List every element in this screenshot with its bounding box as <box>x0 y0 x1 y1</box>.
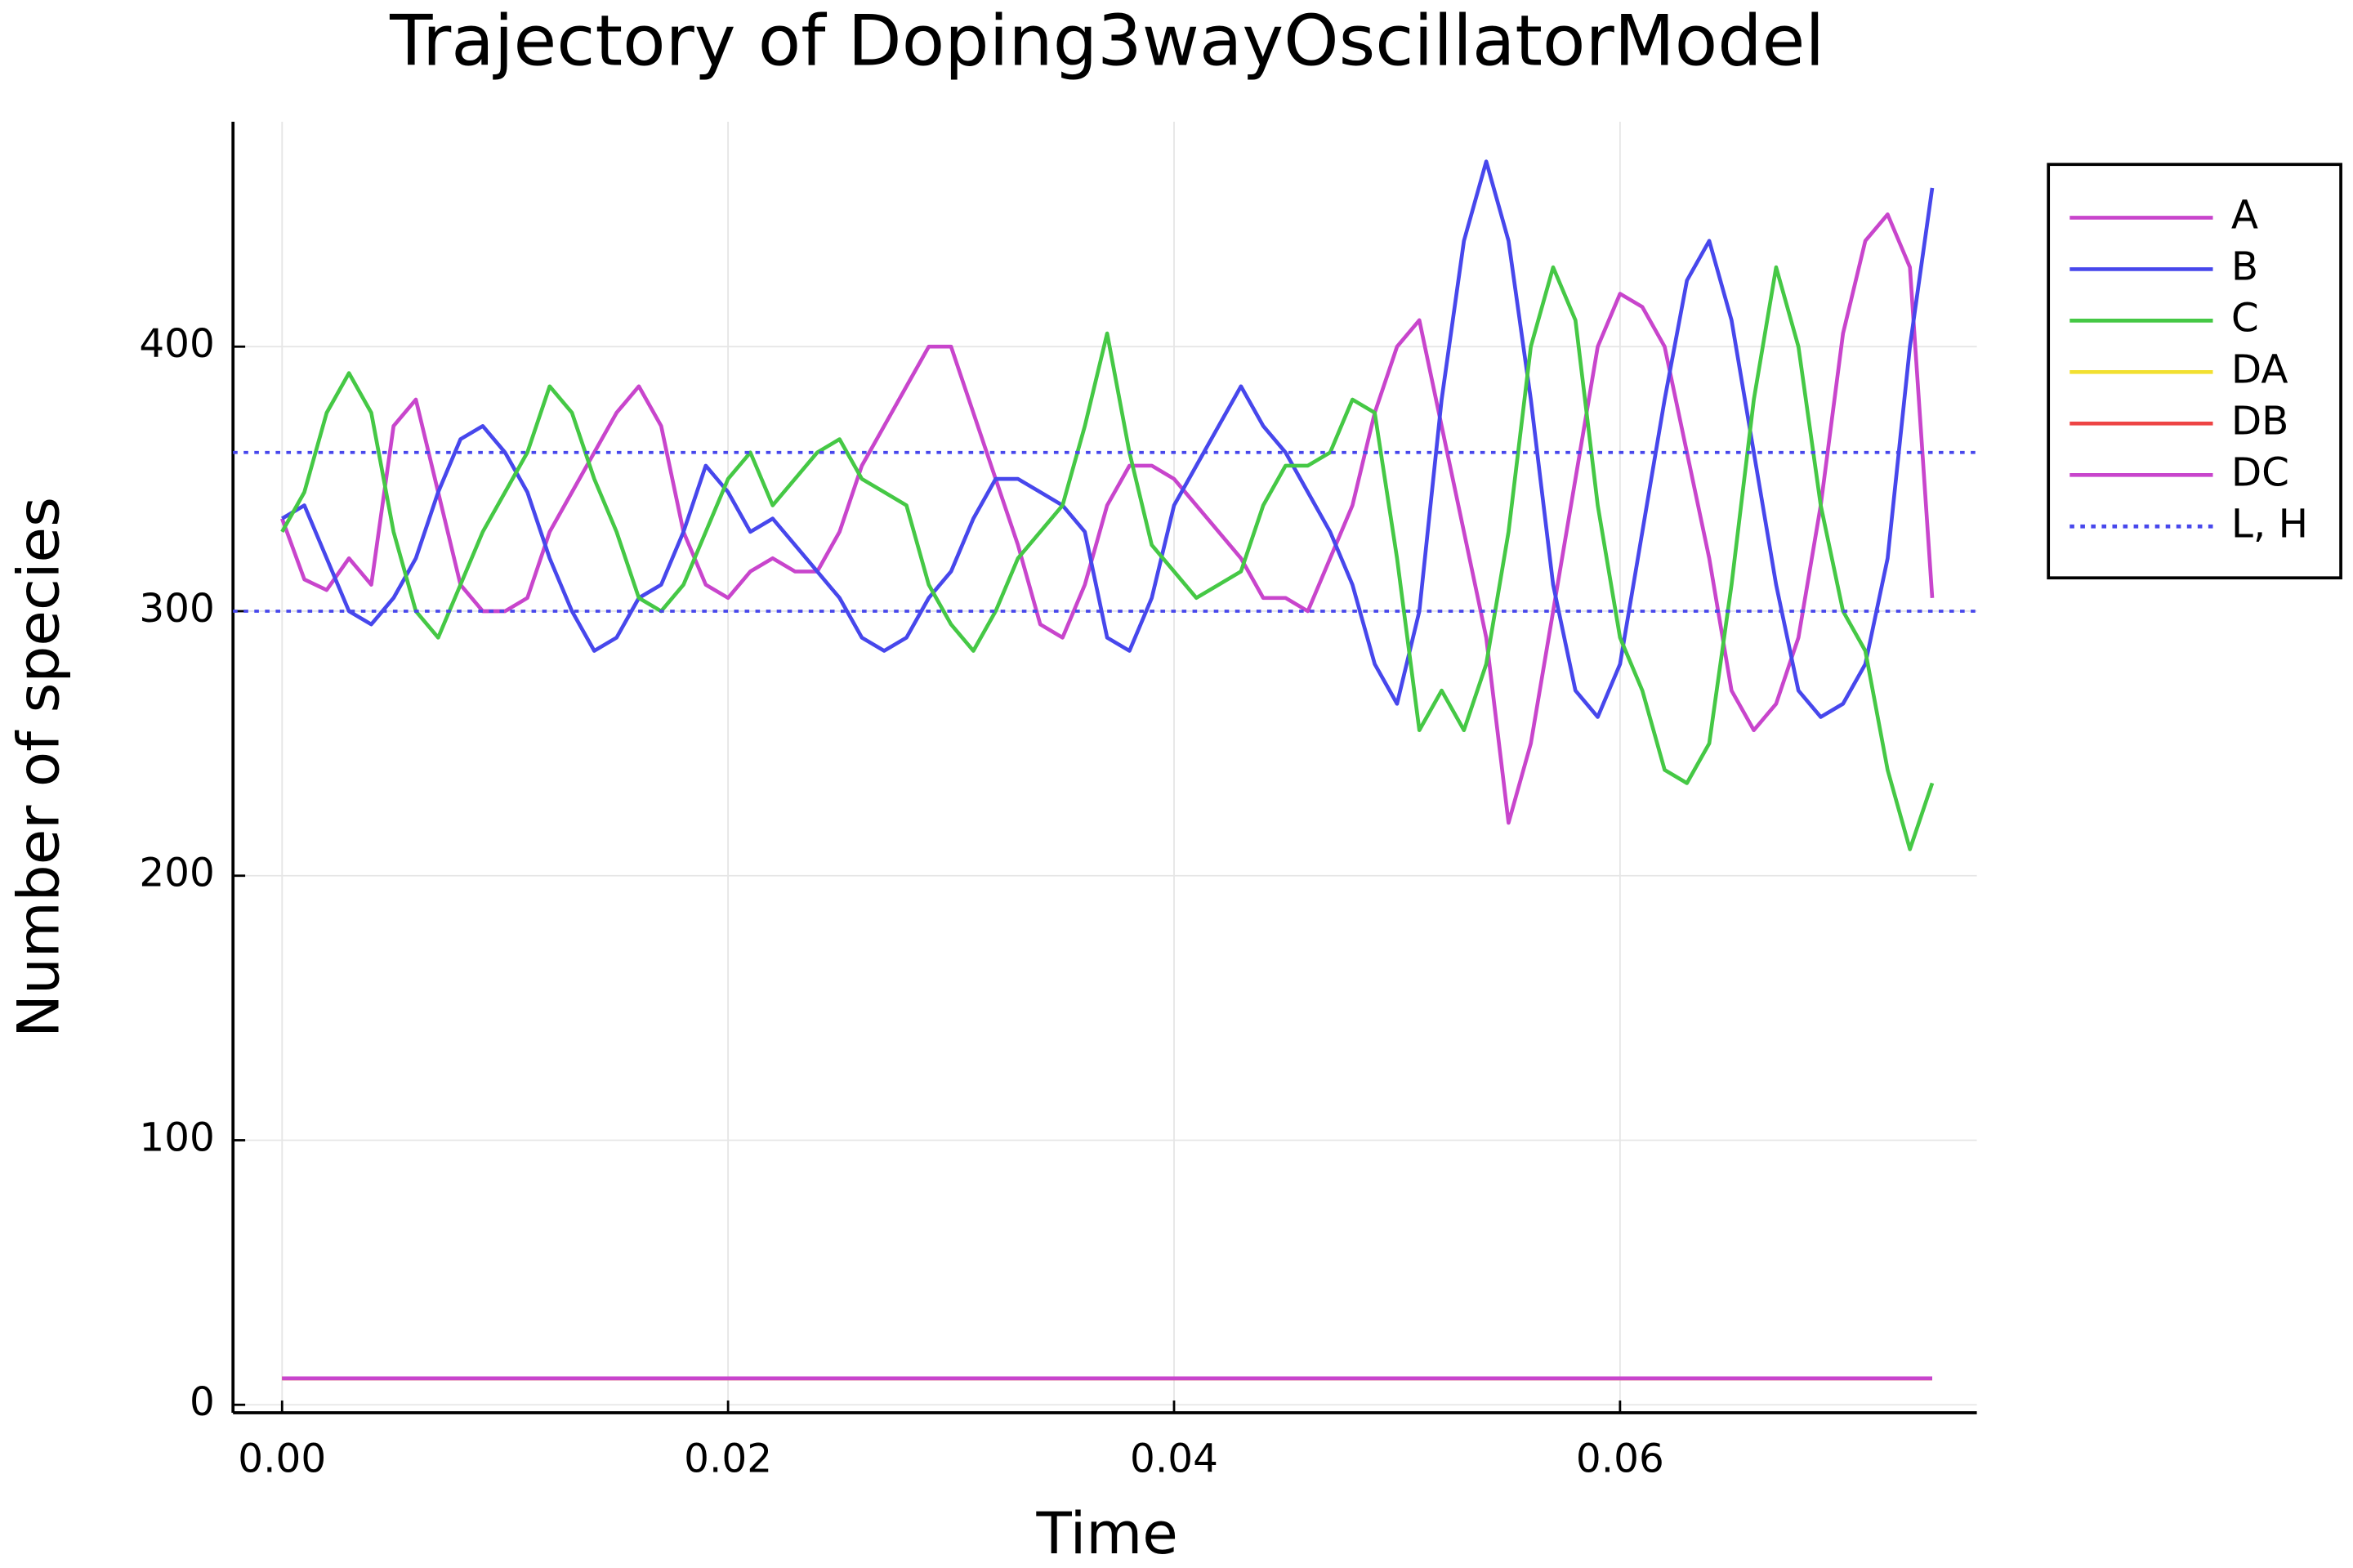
y-tick-label: 200 <box>139 851 214 896</box>
legend-label: A <box>2231 192 2258 238</box>
y-axis-label: Number of species <box>5 497 73 1038</box>
x-tick-label: 0.06 <box>1576 1436 1664 1482</box>
x-tick-label: 0.02 <box>684 1436 772 1482</box>
y-tick-label: 100 <box>139 1115 214 1161</box>
y-tick-label: 0 <box>190 1379 215 1425</box>
legend-label: DC <box>2231 449 2289 495</box>
legend-label: C <box>2231 295 2259 341</box>
chart-title: Trajectory of Doping3wayOscillatorModel <box>389 0 1824 82</box>
series-line <box>280 212 1935 825</box>
series-line <box>280 265 1935 851</box>
legend-label: DA <box>2231 346 2288 392</box>
y-tick-label: 300 <box>139 586 214 632</box>
x-tick-label: 0.04 <box>1130 1436 1218 1482</box>
legend-label: DB <box>2231 398 2289 444</box>
x-tick-label: 0.00 <box>238 1436 326 1482</box>
y-tick-label: 400 <box>139 321 214 367</box>
series-line <box>281 159 1935 719</box>
legend-label: B <box>2231 243 2258 289</box>
x-axis-label: Time <box>1036 1499 1178 1567</box>
legend-label: L, H <box>2231 501 2308 547</box>
